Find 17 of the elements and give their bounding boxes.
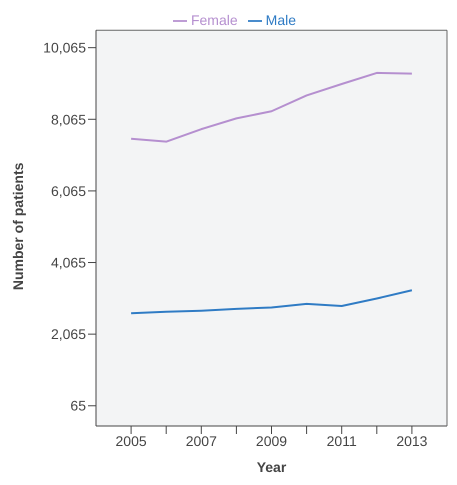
x-tick-label: 2009 <box>256 432 288 449</box>
y-tick-label: 10,065 <box>43 40 86 56</box>
x-tick-label: 2013 <box>396 432 428 449</box>
x-tick-label: 2007 <box>186 432 218 449</box>
line-series <box>130 72 413 143</box>
legend-label: Male <box>266 12 296 28</box>
legend-label: Female <box>190 12 238 28</box>
y-tick-label: 65 <box>70 398 86 414</box>
x-tick-label: 2011 <box>326 432 357 449</box>
line-series <box>130 289 413 314</box>
x-axis-title: Year <box>256 459 287 475</box>
y-tick-label: 4,065 <box>50 254 86 270</box>
x-tick-label: 2005 <box>116 432 147 449</box>
y-tick-label: 8,065 <box>50 111 86 128</box>
y-tick-label: 2,065 <box>50 326 86 342</box>
y-tick-label: 6,065 <box>50 182 86 199</box>
y-axis-title: Number of patients <box>10 162 26 290</box>
